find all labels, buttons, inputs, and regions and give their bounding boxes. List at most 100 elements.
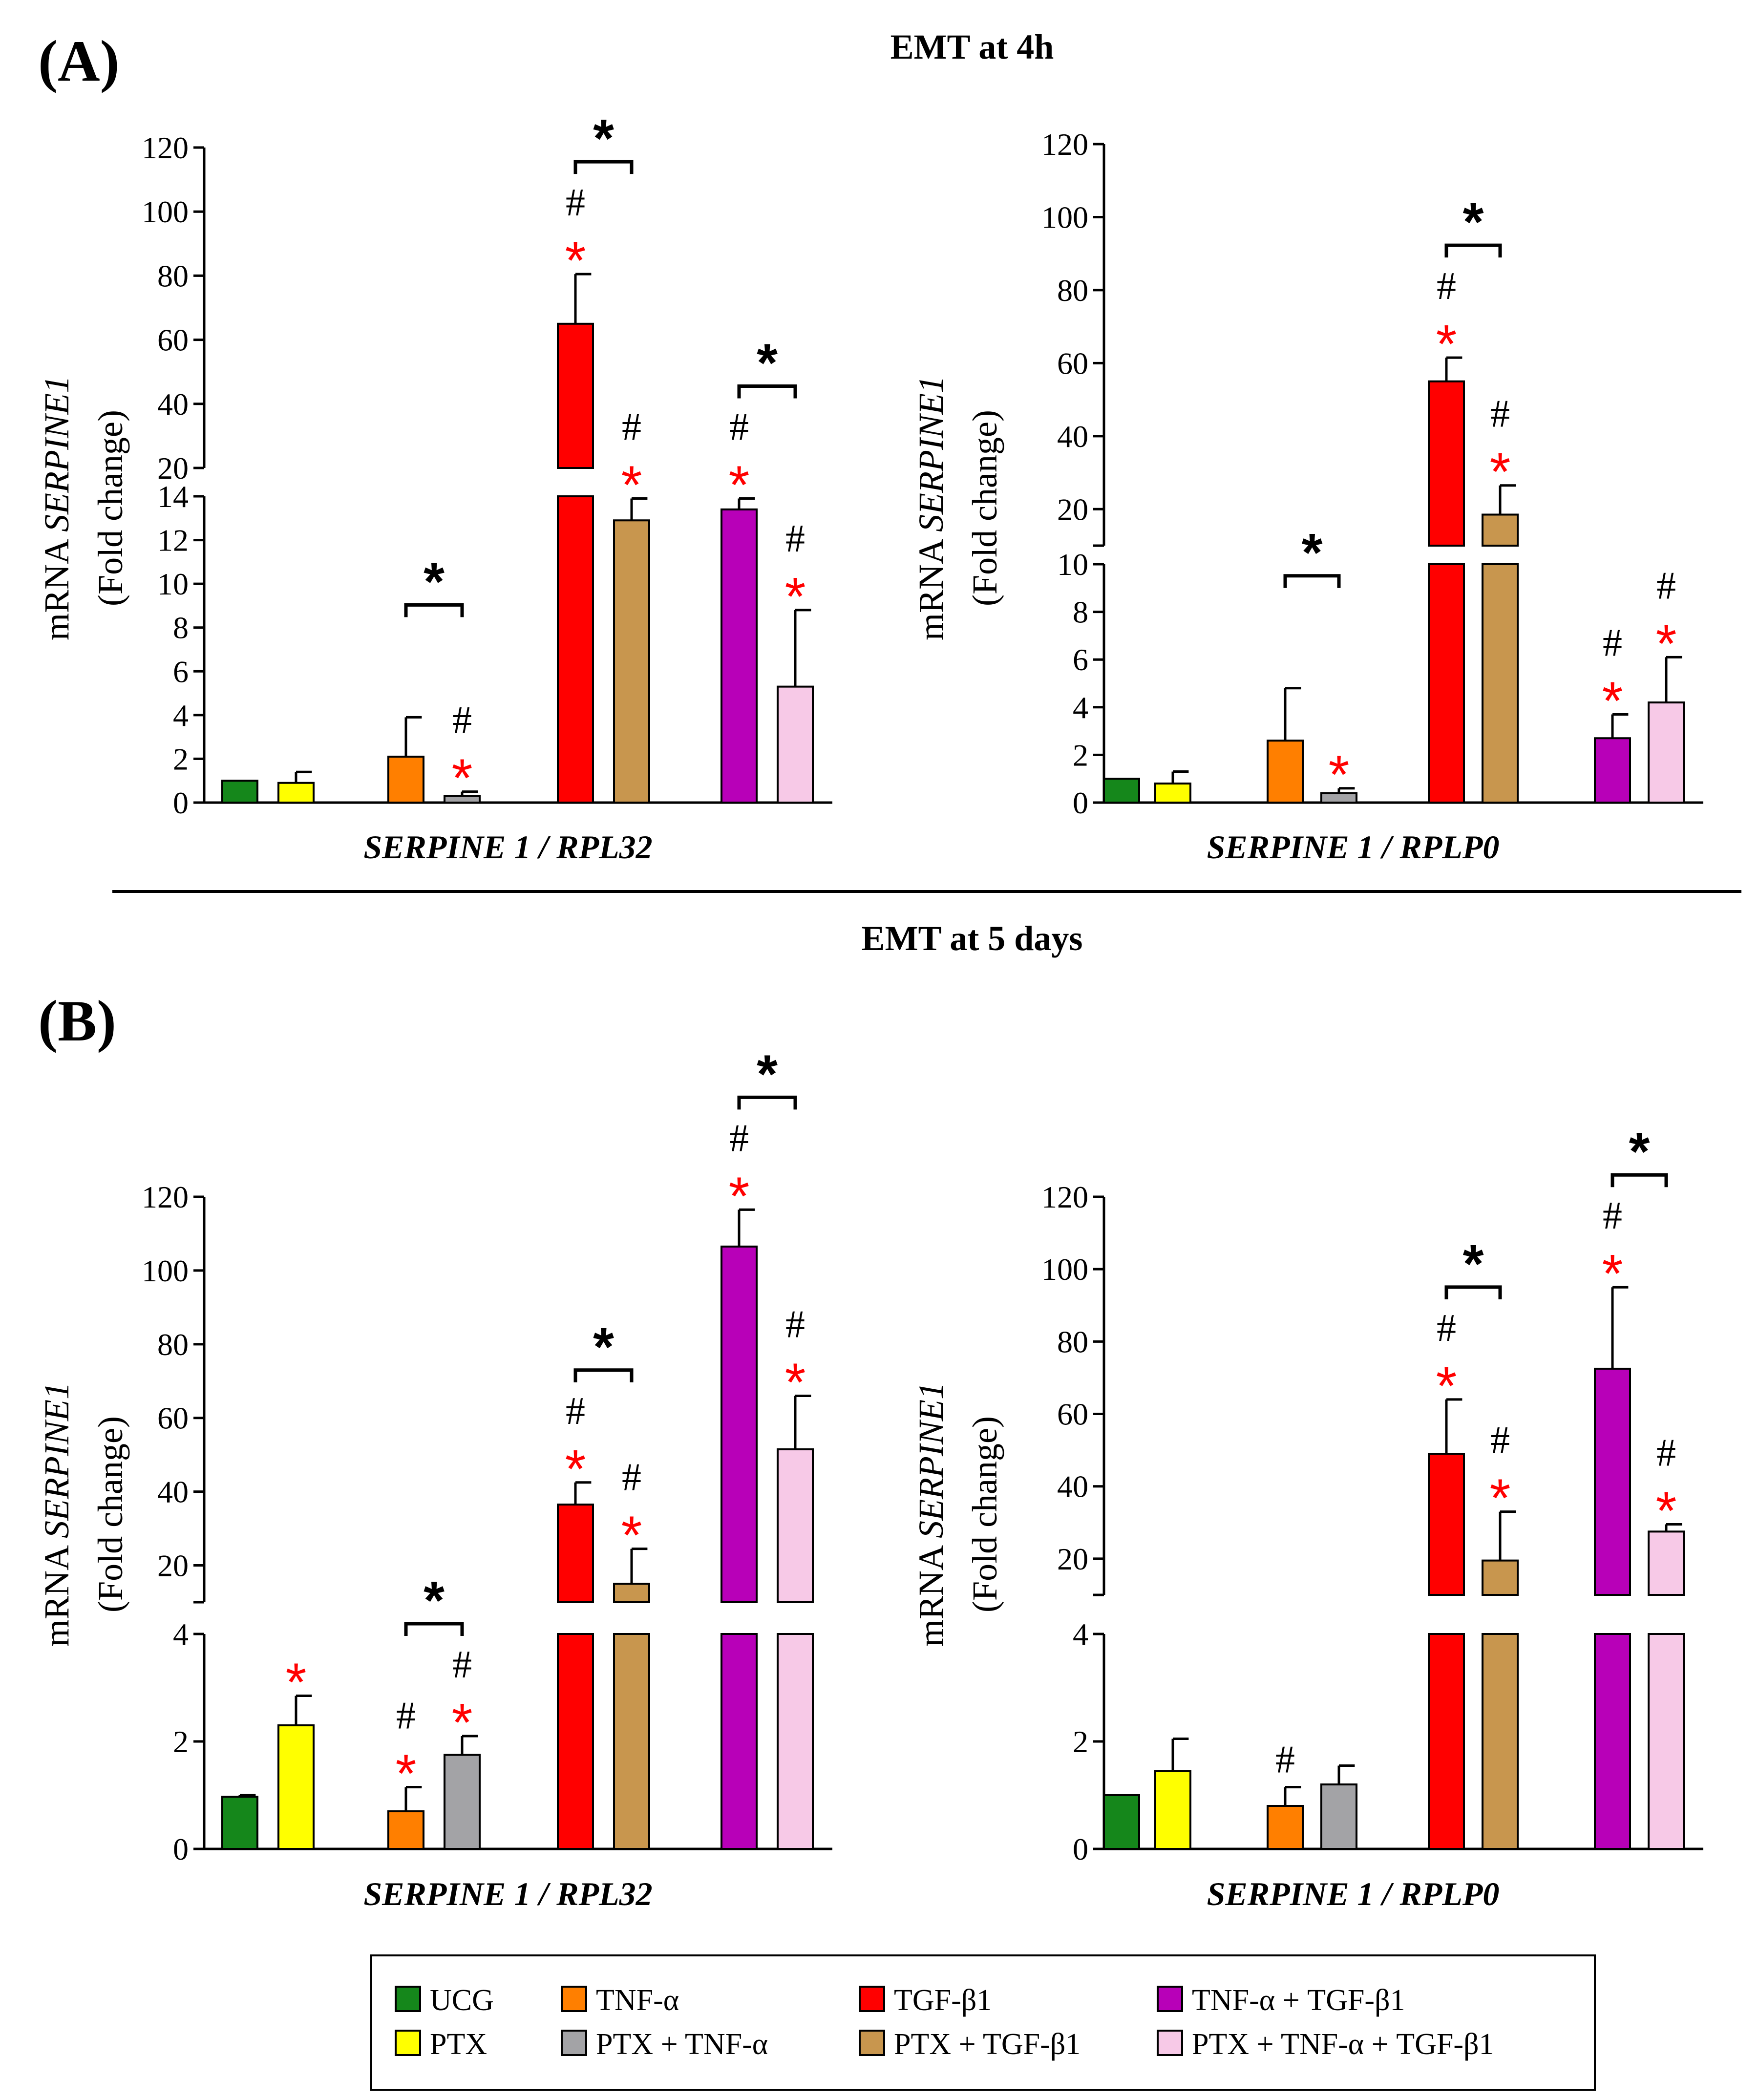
sig-hash: # bbox=[1656, 1432, 1676, 1475]
bar bbox=[557, 495, 594, 804]
sig-bracket-star: * bbox=[1463, 192, 1484, 252]
sig-star-red: * bbox=[565, 1439, 586, 1499]
sig-hash: # bbox=[729, 405, 749, 448]
bar bbox=[1482, 1633, 1519, 1850]
bar bbox=[1320, 1783, 1357, 1850]
sig-hash: # bbox=[1656, 564, 1676, 607]
bar bbox=[1594, 737, 1631, 804]
sig-bracket bbox=[737, 384, 797, 399]
y-tick-label: 80 bbox=[157, 1327, 189, 1362]
legend-swatch bbox=[1157, 1986, 1183, 2012]
sig-hash: # bbox=[785, 1303, 805, 1346]
y-tick-label: 120 bbox=[1041, 1180, 1088, 1214]
bar bbox=[557, 1504, 594, 1603]
bar bbox=[721, 1633, 758, 1850]
bar bbox=[1594, 1367, 1631, 1596]
bar bbox=[387, 1810, 424, 1850]
sig-star-red: * bbox=[452, 748, 473, 808]
y-tick-label: 2 bbox=[1073, 1724, 1088, 1759]
bar-break-gap bbox=[1480, 1596, 1521, 1633]
bar-break-gap bbox=[1592, 1596, 1633, 1633]
bar-break-gap bbox=[1480, 547, 1521, 563]
y-tick-label: 100 bbox=[142, 194, 189, 229]
sig-bracket bbox=[1611, 1173, 1668, 1188]
sig-star-red: * bbox=[729, 1166, 750, 1226]
sig-star-red: * bbox=[621, 1506, 642, 1566]
sig-star-red: * bbox=[1656, 614, 1677, 674]
sig-star-red: * bbox=[1436, 314, 1457, 374]
sig-hash: # bbox=[1275, 1739, 1295, 1782]
sig-star-red: * bbox=[729, 455, 750, 515]
y-axis-label-line2: (Fold change) bbox=[91, 1416, 130, 1612]
legend-swatch bbox=[395, 2030, 421, 2056]
bar bbox=[1648, 1633, 1685, 1850]
y-tick-label: 20 bbox=[157, 451, 189, 486]
sig-bracket-star: * bbox=[593, 108, 614, 169]
bar bbox=[613, 519, 650, 804]
bar bbox=[221, 1796, 258, 1850]
y-tick-label: 40 bbox=[1057, 419, 1088, 454]
sig-hash: # bbox=[622, 405, 641, 448]
sig-hash: # bbox=[1603, 1194, 1622, 1237]
legend-label: TNF-α + TGF-β1 bbox=[1192, 1984, 1405, 2017]
sig-bracket-star: * bbox=[424, 552, 445, 612]
bar-break-gap bbox=[775, 1603, 816, 1633]
bar bbox=[1154, 782, 1191, 804]
legend-label: TNF-α bbox=[596, 1984, 679, 2017]
y-tick-label: 80 bbox=[1057, 1324, 1088, 1359]
y-tick-label: 2 bbox=[1073, 738, 1088, 772]
sig-bracket-star: * bbox=[424, 1570, 445, 1631]
sig-bracket-star: * bbox=[1302, 523, 1323, 583]
bar bbox=[1594, 1633, 1631, 1850]
y-tick-label: 120 bbox=[142, 130, 189, 165]
y-tick-label: 2 bbox=[173, 742, 189, 776]
sig-hash: # bbox=[1490, 393, 1510, 436]
y-tick-label: 20 bbox=[157, 1548, 189, 1583]
sig-bracket-star: * bbox=[1629, 1122, 1650, 1182]
bar bbox=[1482, 1559, 1519, 1596]
bar bbox=[221, 780, 258, 804]
sig-hash: # bbox=[1490, 1419, 1510, 1462]
sig-bracket-star: * bbox=[757, 333, 778, 393]
bar bbox=[777, 685, 814, 804]
bar-break-gap bbox=[719, 1603, 760, 1633]
sig-bracket bbox=[404, 603, 464, 617]
legend-label: PTX + TGF-β1 bbox=[894, 2028, 1081, 2061]
panel-a-title: EMT at 4h bbox=[890, 27, 1054, 66]
y-tick-label: 60 bbox=[157, 1401, 189, 1436]
bar-break-gap bbox=[1426, 1596, 1467, 1633]
chart-b-rpl32: 0 2 4 20 40 60 80 100 120 mRNA SERPINE1 (Fold chan… bbox=[37, 1044, 832, 1912]
sig-bracket bbox=[1444, 243, 1502, 258]
sig-hash: # bbox=[566, 181, 585, 224]
sig-star-red: * bbox=[621, 455, 642, 515]
sig-star-red: * bbox=[565, 231, 586, 291]
y-tick-label: 6 bbox=[173, 654, 189, 689]
chart-a-rplp0: 0 2 4 6 8 10 20 40 60 80 100 120 mRNA SERPINE1 (Fold … bbox=[911, 127, 1703, 866]
y-axis-label: mRNA SERPINE1 bbox=[911, 376, 951, 640]
y-axis-label-line2: (Fold change) bbox=[965, 1416, 1004, 1612]
sig-star-red: * bbox=[785, 567, 806, 627]
y-tick-label: 0 bbox=[173, 785, 189, 820]
sig-hash: # bbox=[729, 1117, 749, 1160]
bar bbox=[777, 1448, 814, 1603]
bar bbox=[613, 1633, 650, 1850]
bar-break-gap bbox=[555, 469, 596, 495]
y-tick-label: 80 bbox=[1057, 273, 1088, 308]
y-tick-label: 120 bbox=[142, 1180, 189, 1214]
bar bbox=[1267, 1805, 1304, 1850]
y-tick-label: 100 bbox=[1041, 1252, 1088, 1287]
sig-bracket-star: * bbox=[593, 1317, 614, 1377]
sig-hash: # bbox=[1603, 621, 1622, 664]
y-tick-label: 60 bbox=[1057, 346, 1088, 381]
bar bbox=[1428, 563, 1465, 804]
sig-bracket bbox=[1283, 574, 1341, 588]
bar-break-gap bbox=[555, 1603, 596, 1633]
sig-hash: # bbox=[566, 1390, 585, 1433]
y-tick-label: 40 bbox=[1057, 1469, 1088, 1504]
y-tick-label: 4 bbox=[1073, 690, 1088, 725]
chart-b-rplp0: 0 2 4 20 40 60 80 100 120 mRNA SERPINE1 (Fold chan… bbox=[911, 1122, 1703, 1912]
y-tick-label: 40 bbox=[157, 387, 189, 422]
bar bbox=[1428, 1453, 1465, 1596]
legend-swatch bbox=[395, 1986, 421, 2012]
